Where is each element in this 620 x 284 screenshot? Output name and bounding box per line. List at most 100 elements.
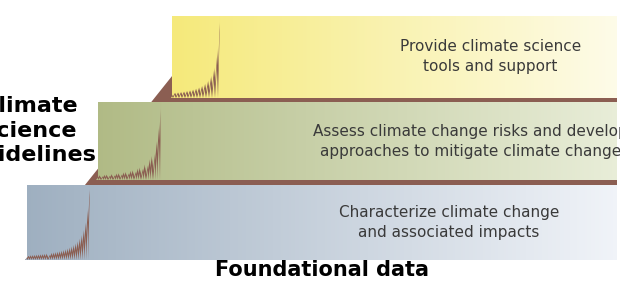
Polygon shape [525, 16, 526, 98]
Polygon shape [112, 185, 113, 260]
Polygon shape [318, 16, 319, 98]
Polygon shape [500, 102, 502, 180]
Polygon shape [475, 185, 477, 260]
Polygon shape [384, 185, 386, 260]
Polygon shape [25, 16, 617, 260]
Polygon shape [250, 185, 252, 260]
Polygon shape [332, 102, 334, 180]
Polygon shape [196, 16, 220, 98]
Polygon shape [539, 102, 541, 180]
Polygon shape [330, 16, 331, 98]
Polygon shape [105, 102, 161, 180]
Polygon shape [223, 102, 224, 180]
Polygon shape [101, 102, 161, 180]
Polygon shape [159, 102, 161, 180]
Polygon shape [341, 102, 343, 180]
Polygon shape [283, 185, 285, 260]
Polygon shape [40, 185, 90, 260]
Polygon shape [172, 102, 174, 180]
Polygon shape [208, 16, 220, 98]
Polygon shape [305, 185, 307, 260]
Polygon shape [241, 16, 242, 98]
Polygon shape [550, 185, 552, 260]
Polygon shape [605, 16, 606, 98]
Text: Characterize climate change
and associated impacts: Characterize climate change and associat… [339, 205, 559, 240]
Polygon shape [265, 185, 268, 260]
Polygon shape [330, 102, 332, 180]
Polygon shape [577, 16, 578, 98]
Polygon shape [586, 16, 587, 98]
Polygon shape [420, 16, 422, 98]
Polygon shape [606, 16, 608, 98]
Polygon shape [329, 102, 330, 180]
Polygon shape [417, 102, 419, 180]
Polygon shape [228, 102, 230, 180]
Polygon shape [615, 185, 617, 260]
Polygon shape [422, 185, 423, 260]
Polygon shape [404, 102, 405, 180]
Polygon shape [276, 16, 278, 98]
Polygon shape [215, 185, 216, 260]
Polygon shape [473, 102, 474, 180]
Polygon shape [477, 16, 479, 98]
Polygon shape [214, 102, 216, 180]
Polygon shape [483, 16, 484, 98]
Polygon shape [437, 185, 439, 260]
Polygon shape [236, 185, 238, 260]
Polygon shape [252, 102, 254, 180]
Polygon shape [141, 102, 161, 180]
Polygon shape [609, 185, 611, 260]
Polygon shape [166, 102, 167, 180]
Polygon shape [434, 16, 435, 98]
Polygon shape [436, 102, 438, 180]
Polygon shape [259, 102, 261, 180]
Polygon shape [572, 102, 574, 180]
Polygon shape [135, 102, 161, 180]
Polygon shape [538, 16, 539, 98]
Polygon shape [468, 16, 469, 98]
Polygon shape [536, 185, 538, 260]
Polygon shape [198, 185, 200, 260]
Polygon shape [308, 102, 309, 180]
Polygon shape [449, 16, 450, 98]
Polygon shape [489, 16, 490, 98]
Polygon shape [577, 185, 580, 260]
Polygon shape [280, 185, 281, 260]
Polygon shape [188, 102, 190, 180]
Polygon shape [240, 185, 242, 260]
Polygon shape [454, 16, 456, 98]
Polygon shape [185, 102, 187, 180]
Polygon shape [517, 16, 519, 98]
Polygon shape [207, 102, 209, 180]
Polygon shape [532, 16, 534, 98]
Polygon shape [473, 185, 475, 260]
Polygon shape [600, 102, 601, 180]
Polygon shape [596, 16, 598, 98]
Polygon shape [122, 102, 161, 180]
Polygon shape [301, 102, 303, 180]
Polygon shape [113, 185, 115, 260]
Polygon shape [112, 102, 161, 180]
Polygon shape [386, 185, 388, 260]
Polygon shape [221, 102, 223, 180]
Polygon shape [209, 102, 211, 180]
Polygon shape [599, 16, 601, 98]
Polygon shape [376, 16, 378, 98]
Polygon shape [252, 185, 254, 260]
Polygon shape [232, 185, 234, 260]
Polygon shape [298, 102, 299, 180]
Polygon shape [169, 102, 171, 180]
Polygon shape [487, 185, 489, 260]
Polygon shape [565, 185, 567, 260]
Polygon shape [613, 185, 615, 260]
Polygon shape [181, 102, 183, 180]
Polygon shape [209, 16, 220, 98]
Polygon shape [195, 102, 197, 180]
Polygon shape [254, 102, 256, 180]
Polygon shape [50, 185, 90, 260]
Polygon shape [122, 185, 123, 260]
Polygon shape [365, 16, 367, 98]
Polygon shape [129, 102, 161, 180]
Polygon shape [220, 185, 222, 260]
Polygon shape [205, 185, 206, 260]
